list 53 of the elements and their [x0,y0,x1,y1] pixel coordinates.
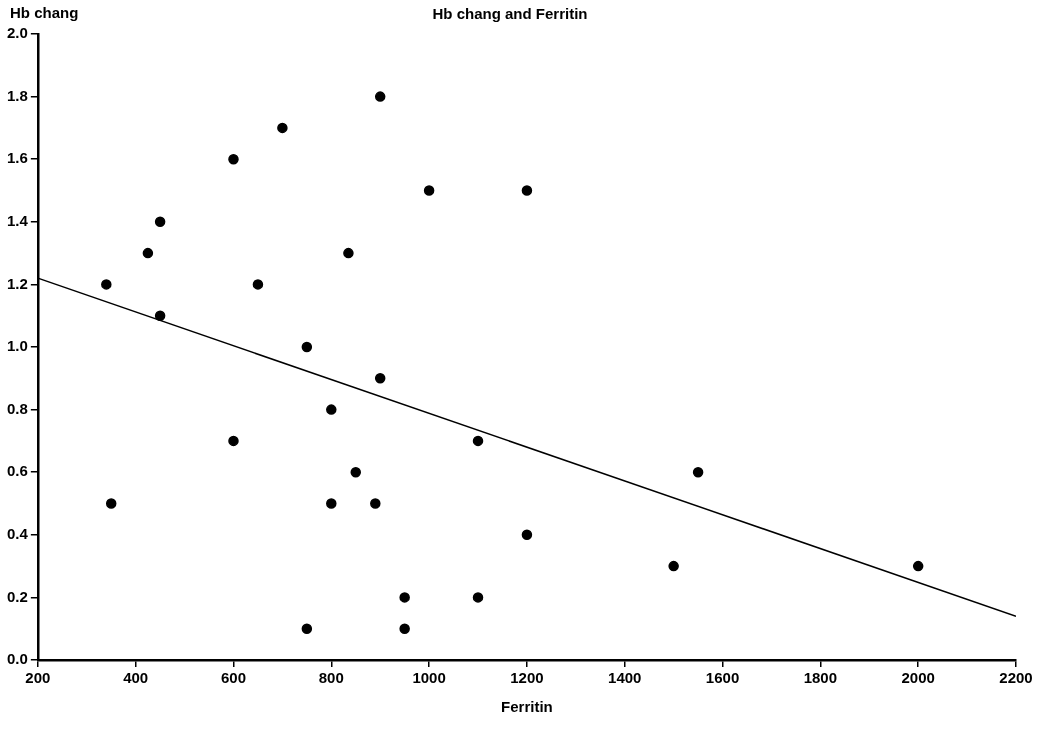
point [692,466,704,478]
point [252,279,264,290]
point [423,185,435,196]
point [326,498,337,509]
point [154,216,166,228]
y-tick-label: 2.0 [6,24,28,42]
y-tick-label: 1.2 [6,274,28,292]
point [399,592,410,603]
x-tick-label: 200 [25,669,51,687]
point [154,310,166,321]
y-tick-label: 1.8 [6,86,28,104]
point [142,247,154,259]
x-tick-label: 1000 [412,669,446,687]
x-tick-label: 2200 [999,669,1033,687]
point [228,435,239,447]
point [472,435,484,447]
y-tick-label: 0.0 [6,650,28,668]
x-tick-label: 1600 [705,669,740,687]
point [301,341,313,353]
y-axis-title: Hb chang [10,3,79,21]
x-tick-label: 2000 [901,669,935,687]
point [326,404,337,415]
y-tick-label: 0.6 [6,462,28,480]
x-axis-title: Ferritin [501,698,553,716]
x-tick-label: 1200 [510,669,544,687]
y-tick-label: 1.4 [6,211,29,229]
y-tick-label: 0.8 [6,399,28,417]
point [228,153,239,165]
point [105,498,117,509]
y-tick-label: 1.6 [6,149,28,167]
x-tick-label: 600 [220,669,246,687]
x-tick-label: 400 [123,669,149,687]
point [350,466,361,478]
x-tick-label: 1400 [608,669,642,687]
point [472,592,484,603]
point [277,122,288,134]
point [101,279,112,290]
chart-title: Hb chang and Ferritin [432,5,588,23]
point [521,529,533,541]
point [668,560,679,572]
point [343,247,354,259]
y-tick-label: 0.4 [6,524,29,542]
point [374,91,386,102]
point [301,623,313,634]
point [521,185,533,196]
point [374,373,386,384]
x-tick-label: 800 [318,669,344,687]
point [912,560,924,572]
x-tick-label: 1800 [803,669,838,687]
point [399,623,410,634]
point [370,498,381,509]
y-tick-label: 0.2 [6,587,28,605]
y-tick-label: 1.0 [6,337,28,355]
